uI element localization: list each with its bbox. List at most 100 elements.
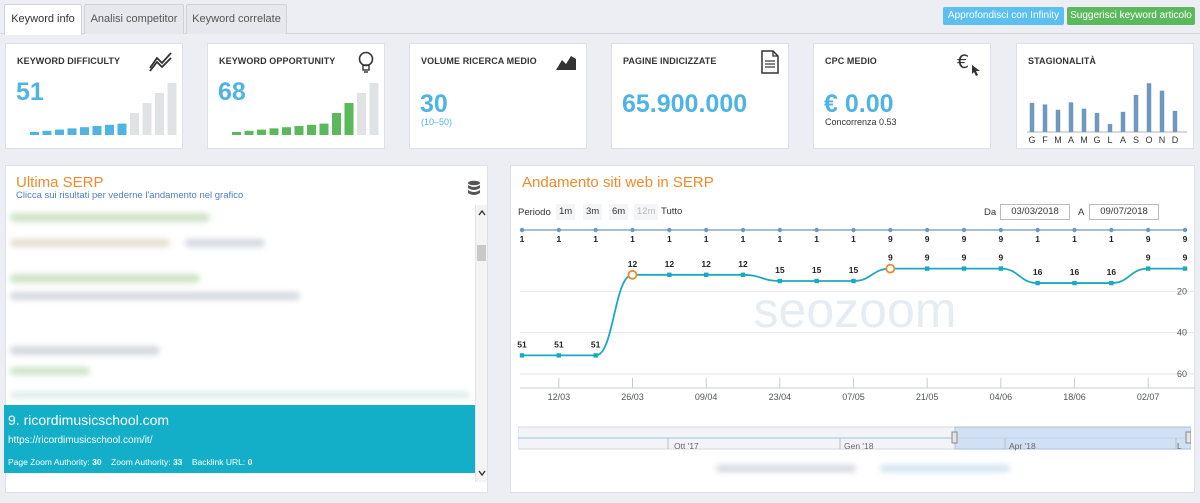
level-bar bbox=[244, 130, 254, 135]
change-marker[interactable] bbox=[885, 263, 896, 274]
tab-related-keywords[interactable]: Keyword correlate bbox=[186, 4, 287, 34]
range-3m-button[interactable]: 3m bbox=[583, 204, 603, 220]
range-12m-button[interactable]: 12m bbox=[634, 204, 659, 220]
data-label: 9 bbox=[1146, 253, 1151, 263]
result-url[interactable]: https://ricordimusicschool.com/it/ bbox=[8, 435, 153, 446]
blurred-result[interactable] bbox=[10, 367, 90, 375]
navigator-label-l: L bbox=[1177, 441, 1182, 451]
season-bar bbox=[1055, 109, 1061, 132]
season-bar bbox=[1159, 90, 1165, 132]
serp-scrollbar[interactable] bbox=[475, 205, 487, 482]
blurred-result[interactable] bbox=[185, 239, 265, 247]
deepen-infinity-button[interactable]: Approfondisci con Infinity bbox=[943, 7, 1064, 25]
database-icon[interactable] bbox=[467, 180, 481, 198]
result-metrics: Page Zoom Authority: 30 Zoom Authority: … bbox=[8, 457, 252, 467]
data-label: 51 bbox=[554, 339, 564, 349]
level-bar bbox=[307, 124, 316, 135]
search-volume-card: VOLUME RICERCA MEDIO 30 (10–50) bbox=[409, 43, 587, 149]
from-date-input[interactable]: 03/03/2018 bbox=[1000, 204, 1070, 220]
level-bar bbox=[282, 127, 291, 135]
data-label: 15 bbox=[775, 265, 785, 275]
difficulty-bars bbox=[30, 83, 177, 135]
top-rail-point bbox=[667, 227, 672, 233]
top-rail-label: 1 bbox=[520, 234, 525, 244]
suggest-keyword-button[interactable]: Suggerisci keyword articolo bbox=[1067, 7, 1195, 25]
data-point[interactable] bbox=[703, 272, 709, 277]
blurred-result[interactable] bbox=[10, 392, 470, 398]
cpc-value: € 0.00 bbox=[824, 90, 894, 118]
keyword-opportunity-card: KEYWORD OPPORTUNITY 68 bbox=[207, 43, 385, 149]
za-label: Zoom Authority: bbox=[111, 457, 171, 467]
season-month-label: N bbox=[1159, 135, 1166, 145]
data-point[interactable] bbox=[777, 278, 783, 284]
data-point[interactable] bbox=[593, 353, 598, 358]
trend-chart[interactable]: 20 40 60 seozoom 1 1 1 1 1 1 1 1 1 1 9 9 9 9 1 1 1 9 9 51 51 51 12… bbox=[510, 222, 1195, 402]
blurred-result[interactable] bbox=[10, 239, 170, 247]
blurred-result[interactable] bbox=[10, 213, 210, 222]
level-bar bbox=[117, 123, 127, 135]
selected-serp-result[interactable]: 9. ricordimusicschool.com https://ricord… bbox=[4, 405, 475, 473]
data-point[interactable] bbox=[1182, 266, 1188, 271]
tab-competitor-analysis[interactable]: Analisi competitor bbox=[84, 4, 184, 34]
data-point[interactable] bbox=[667, 272, 672, 277]
x-tick-label: 04/06 bbox=[990, 392, 1013, 402]
data-point[interactable] bbox=[814, 278, 819, 284]
chevron-up-icon[interactable] bbox=[478, 210, 486, 216]
level-bar bbox=[42, 130, 52, 135]
data-point[interactable] bbox=[519, 353, 525, 358]
blurred-result[interactable] bbox=[10, 292, 300, 300]
range-1m-button[interactable]: 1m bbox=[556, 204, 576, 220]
blurred-result[interactable] bbox=[10, 274, 200, 283]
data-point[interactable] bbox=[998, 266, 1004, 271]
range-all-button[interactable]: Tutto bbox=[661, 206, 683, 217]
x-tick-label: 21/05 bbox=[916, 392, 939, 402]
level-bar bbox=[142, 103, 152, 135]
y-tick-label: 40 bbox=[1177, 328, 1187, 338]
scroll-thumb[interactable] bbox=[477, 245, 486, 261]
range-6m-button[interactable]: 6m bbox=[609, 204, 629, 220]
data-point[interactable] bbox=[924, 266, 930, 271]
x-tick-label: 26/03 bbox=[621, 392, 644, 402]
data-point[interactable] bbox=[1109, 280, 1114, 286]
area-chart-icon bbox=[556, 56, 576, 70]
season-month-label: D bbox=[1172, 135, 1179, 145]
top-rail-label: 1 bbox=[814, 234, 819, 244]
data-point[interactable] bbox=[1145, 266, 1151, 271]
za-value: 33 bbox=[172, 457, 183, 467]
data-label: 9 bbox=[925, 253, 930, 263]
blurred-result[interactable] bbox=[10, 346, 160, 355]
level-bar bbox=[369, 83, 379, 135]
change-marker[interactable] bbox=[627, 269, 638, 280]
data-point[interactable] bbox=[961, 266, 967, 271]
top-rail-label: 1 bbox=[741, 234, 746, 244]
top-rail-label: 1 bbox=[851, 234, 856, 244]
period-label: Periodo bbox=[518, 207, 551, 218]
season-month-label: A bbox=[1120, 135, 1126, 145]
tab-keyword-info[interactable]: Keyword info bbox=[4, 4, 82, 35]
data-point[interactable] bbox=[556, 353, 562, 358]
season-month-label: F bbox=[1042, 135, 1048, 145]
to-date-input[interactable]: 09/07/2018 bbox=[1089, 204, 1159, 220]
blurred-legend[interactable] bbox=[880, 465, 1010, 472]
season-bar bbox=[1042, 104, 1048, 132]
card-title: STAGIONALITÀ bbox=[1028, 56, 1097, 66]
chevron-down-icon[interactable] bbox=[478, 470, 486, 476]
data-point[interactable] bbox=[1035, 280, 1040, 286]
range-navigator[interactable] bbox=[518, 424, 1191, 452]
data-label: 9 bbox=[1183, 253, 1188, 263]
level-bar bbox=[55, 129, 64, 135]
data-point[interactable] bbox=[1072, 280, 1077, 286]
top-rail-label: 1 bbox=[1109, 234, 1114, 244]
data-point[interactable] bbox=[740, 272, 746, 277]
top-rail-label: 9 bbox=[1183, 234, 1188, 244]
blurred-legend[interactable] bbox=[716, 465, 856, 472]
card-title: CPC MEDIO bbox=[825, 56, 877, 66]
data-point[interactable] bbox=[851, 278, 856, 284]
data-label: 12 bbox=[701, 259, 711, 269]
top-rail-point bbox=[519, 227, 525, 233]
level-bar bbox=[344, 103, 354, 135]
top-rail-label: 1 bbox=[704, 234, 709, 244]
data-label: 12 bbox=[628, 259, 638, 269]
